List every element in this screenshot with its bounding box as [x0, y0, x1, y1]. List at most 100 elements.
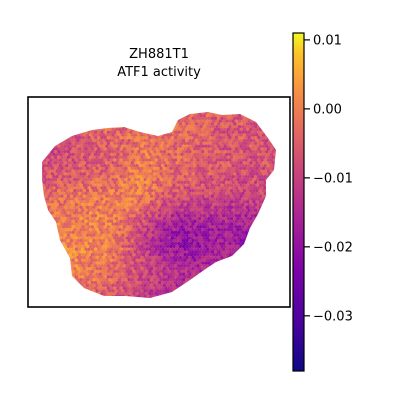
tissue-spot — [138, 113, 143, 118]
tissue-spot — [97, 219, 101, 224]
tissue-spot — [250, 141, 255, 146]
tissue-spot — [210, 188, 215, 193]
tissue-spot — [164, 236, 168, 240]
tissue-spot — [148, 136, 152, 140]
tissue-spot — [193, 186, 197, 190]
tissue-spot — [215, 175, 219, 179]
tissue-spot — [194, 172, 199, 176]
tissue-spot — [212, 247, 216, 251]
tissue-spot — [36, 281, 40, 285]
tissue-spot — [74, 236, 79, 240]
tissue-spot — [119, 180, 123, 185]
tissue-spot — [231, 247, 235, 251]
tissue-spot — [42, 150, 45, 154]
tissue-spot — [129, 236, 133, 240]
tissue-spot — [145, 225, 149, 229]
tissue-spot — [65, 158, 69, 162]
tissue-spot — [132, 163, 136, 168]
tissue-spot — [145, 197, 149, 201]
tissue-spot — [85, 233, 90, 238]
tissue-spot — [159, 289, 163, 293]
tissue-spot — [263, 152, 267, 157]
tissue-spot — [157, 253, 162, 257]
tissue-spot — [77, 208, 82, 212]
tissue-spot — [135, 136, 139, 140]
tissue-spot — [226, 200, 231, 204]
tissue-spot — [141, 152, 146, 157]
tissue-spot — [229, 112, 234, 115]
tissue-spot — [44, 278, 48, 282]
tissue-spot — [170, 286, 175, 290]
tissue-spot — [266, 219, 271, 224]
tissue-spot — [44, 150, 48, 154]
tissue-spot — [53, 166, 58, 171]
tissue-spot — [125, 147, 130, 151]
tissue-spot — [276, 242, 280, 246]
tissue-spot — [100, 219, 104, 224]
tissue-spot — [141, 163, 146, 168]
tissue-spot — [229, 222, 234, 226]
tissue-spot — [50, 250, 55, 254]
tissue-spot — [209, 163, 213, 168]
tissue-spot — [58, 241, 63, 246]
tissue-spot — [250, 136, 255, 140]
tissue-spot — [183, 191, 187, 196]
tissue-spot — [38, 161, 42, 165]
tissue-spot — [161, 152, 165, 157]
tissue-spot — [213, 183, 218, 187]
tissue-spot — [167, 219, 171, 224]
tissue-spot — [233, 272, 237, 277]
tissue-spot — [170, 202, 175, 207]
tissue-spot — [153, 227, 157, 232]
tissue-spot — [242, 112, 247, 115]
tissue-spot — [196, 258, 200, 263]
tissue-spot — [127, 155, 131, 160]
tissue-spot — [269, 147, 274, 151]
tissue-spot — [148, 180, 152, 185]
tissue-spot — [87, 180, 91, 185]
tissue-spot — [175, 172, 179, 176]
tissue-spot — [157, 175, 162, 179]
tissue-spot — [36, 208, 40, 212]
tissue-spot — [47, 222, 51, 226]
tissue-spot — [181, 166, 186, 171]
tissue-spot — [98, 272, 103, 277]
tissue-spot — [276, 208, 280, 212]
tissue-spot — [255, 233, 259, 238]
tissue-spot — [225, 136, 229, 140]
tissue-spot — [193, 119, 197, 123]
tissue-spot — [98, 205, 103, 210]
tissue-spot — [44, 283, 48, 288]
tissue-spot — [98, 133, 103, 137]
tissue-spot — [269, 113, 274, 118]
tissue-spot — [269, 158, 274, 162]
tissue-spot — [167, 236, 171, 240]
tissue-spot — [69, 250, 74, 254]
tissue-spot — [205, 119, 210, 123]
tissue-spot — [105, 283, 109, 288]
tissue-spot — [44, 239, 48, 243]
tissue-spot — [65, 241, 69, 246]
tissue-spot — [63, 261, 67, 265]
tissue-spot — [156, 183, 160, 187]
tissue-spot — [146, 205, 151, 210]
tissue-spot — [164, 158, 168, 162]
tissue-spot — [93, 214, 98, 218]
tissue-spot — [261, 244, 266, 249]
tissue-spot — [121, 122, 125, 126]
tissue-spot — [42, 241, 47, 246]
tissue-spot — [149, 112, 154, 115]
tissue-spot — [252, 133, 256, 137]
tissue-spot — [146, 161, 151, 165]
tissue-spot — [148, 197, 152, 201]
tissue-spot — [177, 130, 181, 135]
tissue-spot — [79, 239, 83, 243]
tissue-spot — [52, 219, 56, 224]
tissue-spot — [202, 147, 207, 151]
tissue-spot — [204, 255, 208, 260]
tissue-spot — [156, 177, 160, 182]
tissue-spot — [250, 258, 255, 263]
tissue-spot — [103, 108, 107, 112]
tissue-spot — [268, 155, 272, 160]
tissue-spot — [47, 261, 51, 265]
